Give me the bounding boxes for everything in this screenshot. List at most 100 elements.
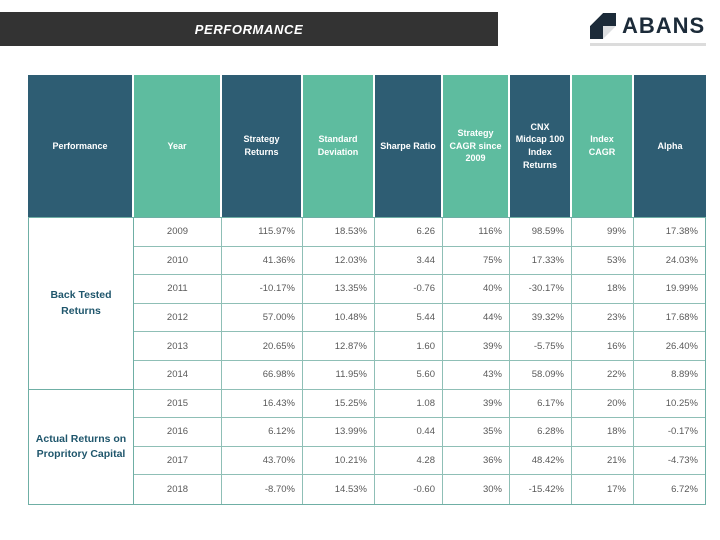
table-row: 2009 115.97% 18.53% 6.26 116% 98.59% 99% 17.38%: [134, 218, 705, 247]
table-cell: 17.68%: [634, 304, 705, 333]
table-row: 2013 20.65% 12.87% 1.60 39% -5.75% 16% 26.40%: [134, 332, 705, 361]
table-cell: 17.33%: [510, 246, 572, 276]
column-header: Strategy CAGR since 2009: [443, 75, 510, 217]
table-cell: 6.72%: [671, 484, 698, 496]
table-cell: -5.75%: [510, 332, 572, 361]
table-header: Performance Year Strategy Returns Standard …: [28, 75, 706, 217]
table-cell: 48.42%: [510, 446, 572, 476]
table-cell: -10.17%: [222, 275, 303, 304]
table-cell: 18%: [572, 275, 634, 304]
table-cell: 66.98%: [222, 360, 303, 390]
table-cell: 30%: [443, 475, 510, 504]
table-cell: 3.44: [375, 246, 443, 276]
table-cell: 6.26: [375, 218, 443, 247]
table-cell: 98.59%: [510, 218, 572, 247]
column-header: Index CAGR: [572, 75, 634, 217]
year-cell: 2014: [134, 360, 222, 390]
table-cell: 24.03%: [634, 247, 705, 276]
table-cell: 6.17%: [510, 389, 572, 419]
table-cell: 41.36%: [222, 246, 303, 276]
table-rows: 2009 115.97% 18.53% 6.26 116% 98.59% 99% 17.38%…: [134, 218, 705, 504]
table-body: Back Tested Returns Actual Returns on Pro…: [28, 217, 706, 505]
title-bar: PERFORMANCE: [0, 12, 498, 46]
table-cell: 6.12%: [222, 418, 303, 447]
table-cell: -30.17%: [510, 275, 572, 304]
table-cell: 5.44: [375, 303, 443, 333]
table-cell: 44%: [443, 303, 510, 333]
table-cell: 13.35%: [303, 275, 375, 304]
year-cell: 2011: [134, 275, 222, 304]
table-cell: 5.60: [375, 360, 443, 390]
year-cell: 2017: [134, 446, 222, 476]
table-cell: 57.00%: [222, 303, 303, 333]
table-cell: -15.42%: [510, 475, 572, 504]
year-cell: 2009: [134, 218, 222, 247]
table-cell: 4.28: [375, 446, 443, 476]
table-cell: 39.32%: [510, 303, 572, 333]
table-row: 2018 -8.70% 14.53% -0.60 30% -15.42% 17% 6.72%: [134, 475, 705, 504]
group-column: Back Tested Returns Actual Returns on Pro…: [29, 218, 134, 504]
table-cell: 19.99%: [634, 275, 705, 304]
table-cell: 116%: [443, 218, 510, 247]
year-cell: 2016: [134, 418, 222, 447]
table-row: 2010 41.36% 12.03% 3.44 75% 17.33% 53% 24.03%: [134, 246, 705, 276]
table-cell: 17.38%: [634, 218, 705, 247]
performance-table: Performance Year Strategy Returns Standard …: [28, 75, 706, 505]
table-cell: 23%: [572, 303, 634, 333]
table-row: 2017 43.70% 10.21% 4.28 36% 48.42% 21% -4.73%: [134, 446, 705, 476]
table-cell: 10.48%: [303, 303, 375, 333]
column-header: Sharpe Ratio: [375, 75, 443, 217]
table-cell: 40%: [443, 275, 510, 304]
table-cell: 99%: [572, 218, 634, 247]
table-cell: 12.03%: [303, 246, 375, 276]
table-cell: 43.70%: [222, 446, 303, 476]
table-row: 2012 57.00% 10.48% 5.44 44% 39.32% 23% 17.68%: [134, 303, 705, 333]
column-header: Standard Deviation: [303, 75, 375, 217]
year-cell: 2010: [134, 246, 222, 276]
table-cell: 15.25%: [303, 389, 375, 419]
table-cell: 16.43%: [222, 389, 303, 419]
table-cell: 0.44: [375, 418, 443, 447]
table-cell: 16%: [572, 332, 634, 361]
year-cell: 2018: [134, 475, 222, 504]
table-cell: -0.60: [375, 475, 443, 504]
table-cell: 12.87%: [303, 332, 375, 361]
year-cell: 2015: [134, 389, 222, 419]
column-header: Performance: [28, 75, 134, 217]
table-cell: 39%: [443, 389, 510, 419]
table-cell: 1.08: [375, 389, 443, 419]
table-cell: 20%: [572, 389, 634, 419]
table-cell: 21%: [572, 446, 634, 476]
table-cell: 22%: [572, 360, 634, 390]
table-cell: 6.28%: [510, 418, 572, 447]
table-cell: 36%: [443, 446, 510, 476]
table-row: 2015 16.43% 15.25% 1.08 39% 6.17% 20% 10.25%: [134, 389, 705, 419]
column-header: Alpha: [634, 75, 706, 217]
table-cell: 53%: [572, 246, 634, 276]
table-cell: 1.60: [375, 332, 443, 361]
column-header: Year: [134, 75, 222, 217]
table-cell: -0.17%: [634, 418, 705, 447]
table-row: 2011 -10.17% 13.35% -0.76 40% -30.17% 18% 19.99…: [134, 275, 705, 304]
table-cell: 39%: [443, 332, 510, 361]
group-label: Back Tested Returns: [29, 218, 133, 390]
table-cell: 26.40%: [634, 332, 705, 361]
brand-name: ABANS: [622, 13, 706, 38]
table-row: 2014 66.98% 11.95% 5.60 43% 58.09% 22% 8.89%: [134, 360, 705, 390]
abans-logo-icon: [590, 13, 616, 39]
table-cell: 18.53%: [303, 218, 375, 247]
table-cell: 43%: [443, 360, 510, 390]
table-cell: 58.09%: [510, 360, 572, 390]
table-cell: 10.25%: [634, 390, 705, 419]
table-cell: -0.76: [375, 275, 443, 304]
table-cell: 35%: [443, 418, 510, 447]
table-row: 2016 6.12% 13.99% 0.44 35% 6.28% 18% -0.17%: [134, 418, 705, 447]
brand-tagline-bar: [590, 43, 706, 46]
brand-logo: ABANS: [590, 13, 706, 46]
table-cell: -8.70%: [222, 475, 303, 504]
table-cell: 11.95%: [303, 360, 375, 390]
year-cell: 2012: [134, 303, 222, 333]
table-cell: 10.21%: [303, 446, 375, 476]
column-header: Strategy Returns: [222, 75, 303, 217]
table-cell: 14.53%: [303, 475, 375, 504]
